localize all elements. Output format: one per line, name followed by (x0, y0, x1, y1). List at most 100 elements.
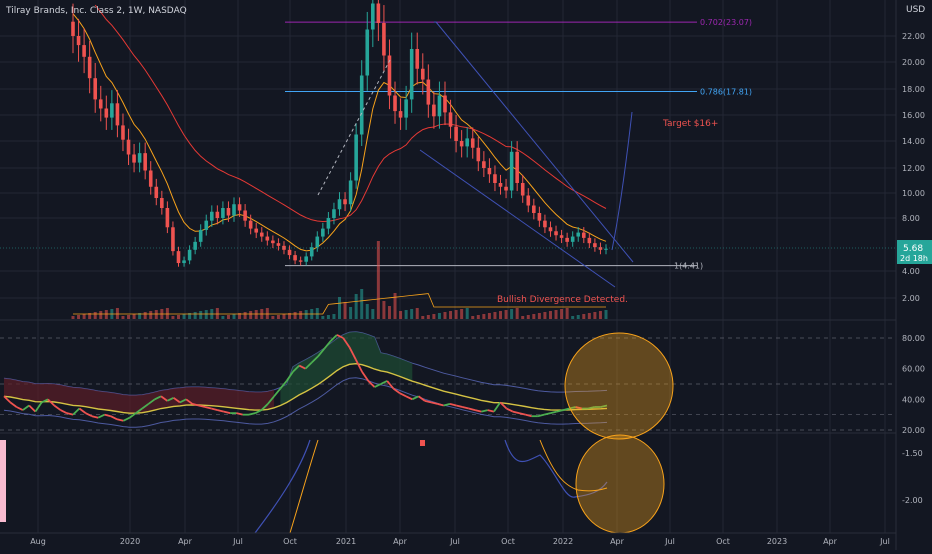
candle-body (104, 108, 109, 118)
rsi-segment (204, 406, 212, 410)
currency-label[interactable]: USD (906, 5, 925, 15)
volume-bar (454, 310, 458, 319)
candle-body (487, 168, 492, 175)
y-tick-label: 2.00 (902, 294, 920, 303)
volume-bar (537, 313, 541, 319)
rsi-highlight-circle[interactable] (564, 332, 674, 440)
candle-body (321, 228, 325, 237)
rsi-segment (575, 406, 583, 410)
volume-bar (387, 306, 391, 319)
rsi-segment (543, 412, 551, 416)
candle-body (221, 208, 225, 218)
fib-retracement[interactable]: 0.702(23.07) 0.786(17.81) 1(4.41) (285, 18, 752, 271)
volume-bar (143, 312, 147, 319)
rsi-segment (298, 364, 306, 370)
dashed-trend-line[interactable] (317, 59, 391, 196)
projection-arrow-line[interactable] (611, 111, 633, 251)
candle-body (526, 195, 531, 206)
channel-lower-line[interactable] (419, 149, 616, 288)
volume-bar (288, 313, 292, 319)
volume-bar (243, 312, 247, 319)
candle-body (276, 243, 281, 246)
candle-body (248, 220, 253, 229)
volume-bar (554, 310, 558, 319)
rsi-segment (217, 409, 225, 413)
rsi-segment (411, 395, 419, 401)
volume-bar (371, 309, 375, 319)
volume-bar (82, 314, 86, 319)
rsi-segment (499, 401, 508, 410)
volume-bar (265, 308, 269, 319)
rsi-segment (223, 410, 231, 415)
rsi-segment (60, 409, 68, 414)
rsi-segment (135, 407, 143, 414)
candle-body (426, 79, 431, 105)
rsi-segment (66, 412, 74, 416)
rsi-segment (147, 398, 156, 405)
volume-bar (332, 314, 336, 319)
candle-body (326, 218, 331, 229)
rsi-segment (110, 415, 118, 421)
candle-body (548, 227, 553, 232)
divergence-annotation[interactable]: Bullish Divergence Detected. (497, 295, 628, 305)
rsi-grid-lines (0, 337, 896, 431)
oscillator-red-marker (420, 440, 425, 446)
volume-bar (104, 310, 108, 319)
rsi-segment (3, 395, 11, 404)
candle-body (98, 99, 103, 109)
y-tick-label: 10.00 (902, 189, 925, 198)
ema-slow-line (94, 4, 607, 223)
volume-bar (365, 304, 369, 319)
volume-bar (437, 313, 441, 319)
candle-body (332, 209, 336, 218)
time-axis[interactable]: Aug 2020 Apr Jul Oct 2021 Apr Jul Oct 2022 Apr Jul O… (0, 532, 896, 546)
candle-body (76, 36, 81, 46)
volume-bar (526, 315, 530, 319)
candle-body (365, 29, 370, 76)
candle-body (593, 243, 597, 248)
volume-bar (360, 289, 364, 319)
rsi-segment (22, 404, 30, 411)
rsi-segment (525, 413, 532, 418)
candle-body (398, 111, 403, 118)
volume-bar (587, 313, 591, 319)
rsi-axis[interactable]: 80.00 60.00 40.00 20.00 (902, 334, 925, 435)
candle-body (393, 95, 397, 112)
candle-body (454, 126, 458, 141)
volume-bar (276, 315, 280, 319)
rsi-segment (367, 380, 376, 388)
x-tick-label: Apr (610, 537, 625, 546)
volume-bar (176, 315, 180, 319)
candle-body (226, 208, 231, 216)
rsi-segment (185, 398, 193, 405)
candle-body (93, 78, 98, 100)
chart-title[interactable]: Tilray Brands, Inc. Class 2, 1W, NASDAQ (5, 6, 187, 16)
price-axis[interactable]: 22.00 20.00 18.00 16.00 14.00 12.00 10.00 8.00 4… (902, 32, 925, 303)
rsi-segment (267, 395, 275, 405)
volume-bar (315, 308, 319, 319)
volume-bar (71, 316, 75, 319)
rsi-segment (166, 396, 174, 402)
volume-bar (88, 313, 92, 319)
fib-level-label: 0.786(17.81) (700, 87, 752, 96)
candle-body (565, 237, 569, 242)
candle-body (204, 220, 209, 230)
volume-bar (93, 312, 97, 319)
rsi-segment (354, 359, 363, 373)
oscillator-highlight-circle[interactable] (575, 434, 665, 534)
volume-bar (343, 302, 347, 319)
volume-bar (376, 241, 380, 319)
volume-bar (77, 315, 81, 319)
target-annotation[interactable]: Target $16+ (662, 119, 718, 129)
volume-bar (249, 311, 253, 319)
candle-body (371, 3, 375, 30)
candle-body (315, 236, 320, 248)
channel-upper-line[interactable] (435, 21, 634, 263)
oscillator-axis[interactable]: -1.50 -2.00 (902, 449, 923, 505)
volume-bar (149, 311, 153, 319)
rsi-segment (34, 401, 43, 413)
rsi-segment (468, 407, 476, 411)
